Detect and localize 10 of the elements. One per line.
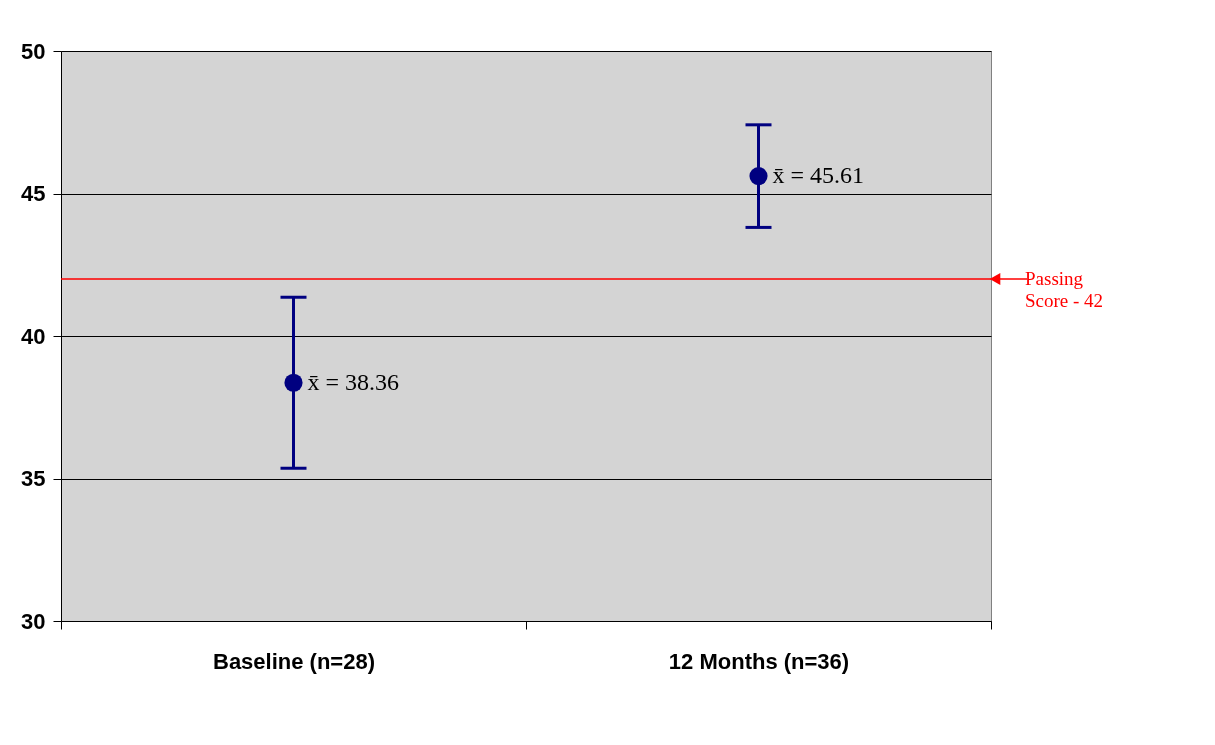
y-tick-label: 30	[21, 608, 46, 634]
x-tick-label: Baseline (n=28)	[212, 648, 376, 674]
y-tick-label: 50	[21, 38, 46, 64]
annotation: x̄ = 38.36	[307, 368, 400, 395]
y-tick-label: 35	[21, 466, 46, 491]
annotation: x̄ = 45.61	[772, 162, 865, 189]
ref-line-label: Passing Score - 42	[1025, 268, 1104, 311]
y-tick-label: 45	[21, 181, 46, 206]
x-tick-label: 12 Months (n=36)	[668, 648, 850, 674]
y-tick-label: 40	[21, 323, 46, 349]
